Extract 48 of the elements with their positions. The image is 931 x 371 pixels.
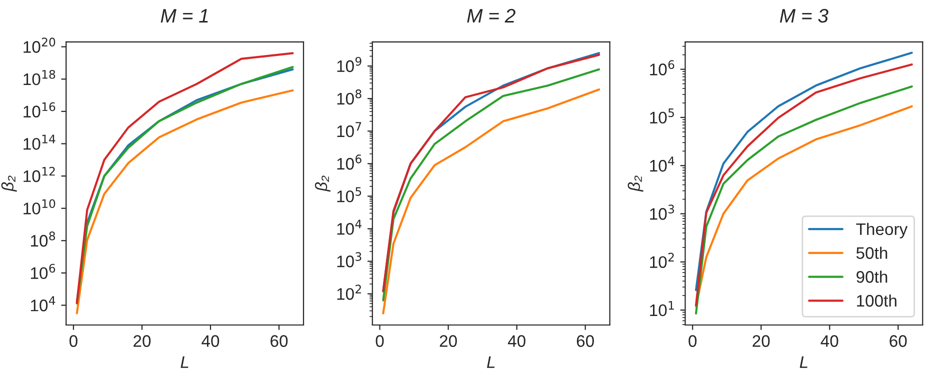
y-tick-label: 10$^{3}$ <box>337 252 362 268</box>
x-tick-label: 40 <box>820 335 838 347</box>
x-tick-label: 0 <box>69 335 78 347</box>
legend-label: Theory <box>856 222 908 238</box>
y-tick-label: 10$^{7}$ <box>337 122 362 138</box>
x-tick-label: 20 <box>440 335 457 347</box>
chart-title: M = 3 <box>780 8 828 23</box>
chart-title: M = 2 <box>467 8 516 22</box>
y-tick-label: 10$^{5}$ <box>650 108 674 124</box>
y-tick-label: 10$^{6}$ <box>337 154 362 170</box>
y-tick-label: 10$^{3}$ <box>650 204 674 220</box>
y-tick-label: 10$^{2}$ <box>337 284 361 300</box>
y-tick-label: 10$^{1}$ <box>650 301 674 316</box>
y-tick-label: 10$^{8}$ <box>30 232 56 247</box>
y-tick-label: 10$^{2}$ <box>650 252 674 268</box>
x-tick-label: 20 <box>752 335 770 347</box>
x-tick-label: 20 <box>134 335 151 347</box>
y-tick-label: 10$^{4}$ <box>337 220 362 235</box>
y-tick-label: 10$^{4}$ <box>650 156 674 172</box>
x-tick-label: 40 <box>202 335 220 347</box>
y-tick-label: 10$^{8}$ <box>337 89 362 105</box>
x-tick-label: 60 <box>270 335 288 347</box>
legend-label: 100th <box>857 294 896 307</box>
x-axis-title: L <box>486 356 495 368</box>
x-tick-label: 60 <box>576 335 594 347</box>
y-tick-label: 10$^{16}$ <box>24 102 56 118</box>
y-axis-title: β₂ <box>314 176 330 192</box>
legend-label: 90th <box>856 270 888 283</box>
x-tick-label: 40 <box>508 335 526 347</box>
x-tick-label: 0 <box>376 335 384 347</box>
y-axis-title: β₂ <box>628 176 644 192</box>
y-tick-label: 10$^{18}$ <box>24 70 56 86</box>
y-tick-label: 10$^{4}$ <box>30 296 56 312</box>
y-tick-label: 10$^{9}$ <box>337 56 362 72</box>
y-tick-label: 10$^{6}$ <box>650 60 674 76</box>
y-tick-label: 10$^{5}$ <box>337 187 362 202</box>
y-tick-label: 10$^{14}$ <box>24 134 56 150</box>
legend-label: 50th <box>856 246 888 259</box>
y-tick-label: 10$^{12}$ <box>24 166 55 182</box>
y-tick-label: 10$^{10}$ <box>24 199 56 214</box>
x-tick-label: 60 <box>890 335 907 347</box>
y-tick-label: 10$^{20}$ <box>24 38 56 53</box>
y-axis-title: β₂ <box>1 176 17 192</box>
y-tick-label: 10$^{6}$ <box>30 264 56 280</box>
x-tick-label: 0 <box>688 335 697 347</box>
x-axis-title: L <box>800 356 808 368</box>
x-axis-title: L <box>180 356 188 368</box>
chart-title: M = 1 <box>160 9 208 22</box>
